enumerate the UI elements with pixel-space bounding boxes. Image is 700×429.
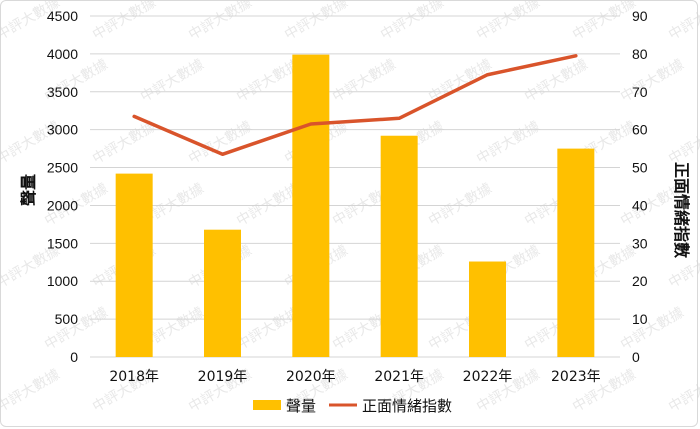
y-tick-right: 70 bbox=[632, 84, 648, 100]
watermark-text: 中評大數據 bbox=[378, 0, 447, 43]
y-tick-right: 20 bbox=[632, 273, 648, 289]
legend-label-bar: 聲量 bbox=[286, 397, 316, 415]
y-tick-right: 10 bbox=[632, 311, 648, 327]
watermark-text: 中評大數據 bbox=[570, 0, 639, 43]
watermark-text: 中評大數據 bbox=[474, 0, 543, 43]
y-tick-right: 30 bbox=[632, 235, 648, 251]
y-axis-right-ticks: 0 10 20 30 40 50 60 70 80 90 bbox=[632, 8, 648, 365]
watermark-text: 中評大數據 bbox=[618, 305, 687, 354]
bar bbox=[115, 173, 153, 357]
y-axis-left-title: 聲量 bbox=[19, 174, 38, 206]
x-tick: 2019年 bbox=[198, 369, 248, 385]
legend-swatch-bar bbox=[253, 400, 281, 410]
watermark-text: 中評大數據 bbox=[138, 57, 207, 106]
x-tick: 2020年 bbox=[286, 369, 336, 385]
watermark-text: 中評大數據 bbox=[474, 119, 543, 168]
watermark-text: 中評大數據 bbox=[90, 119, 159, 168]
y-tick-right: 40 bbox=[632, 197, 648, 213]
watermark: 中評大數據 中評大數據 中評大數據 中評大數據 中評大數據 中評大數據 中評大數據 中評大數據… bbox=[0, 0, 700, 415]
y-tick-left: 3500 bbox=[47, 84, 78, 100]
y-tick-left: 4500 bbox=[47, 8, 78, 24]
x-tick: 2018年 bbox=[109, 369, 159, 385]
bar bbox=[469, 261, 506, 357]
bar bbox=[204, 229, 241, 357]
line-path bbox=[132, 54, 578, 157]
watermark-text: 中評大數據 bbox=[234, 305, 303, 354]
x-tick: 2022年 bbox=[463, 369, 513, 385]
watermark-text: 中評大數據 bbox=[618, 57, 687, 106]
y-tick-right: 0 bbox=[632, 349, 640, 365]
y-tick-left: 4000 bbox=[47, 46, 78, 62]
y-tick-left: 0 bbox=[70, 349, 78, 365]
watermark-text: 中評大數據 bbox=[282, 0, 351, 43]
watermark-text: 中評大數據 bbox=[234, 57, 303, 106]
y-tick-right: 50 bbox=[632, 160, 648, 176]
legend: 聲量 正面情緒指數 bbox=[253, 397, 452, 415]
watermark-text: 中評大數據 bbox=[186, 0, 255, 43]
x-axis-ticks: 2018年 2019年 2020年 2021年 2022年 2023年 bbox=[109, 369, 600, 385]
y-axis-right-title: 正面情緒指數 bbox=[672, 162, 691, 258]
x-tick: 2021年 bbox=[374, 369, 424, 385]
y-tick-right: 60 bbox=[632, 122, 648, 138]
watermark-text: 中評大數據 bbox=[666, 0, 700, 43]
bar bbox=[557, 148, 595, 357]
y-tick-left: 2500 bbox=[47, 160, 78, 176]
watermark-text: 中評大數據 bbox=[330, 57, 399, 106]
legend-label-line: 正面情緒指數 bbox=[362, 397, 452, 415]
gridlines bbox=[90, 15, 620, 358]
bar bbox=[292, 54, 330, 357]
y-axis-left-ticks: 0 500 1000 1500 2000 2500 3000 3500 4000 4500 bbox=[47, 8, 78, 365]
watermark-text: 中評大數據 bbox=[666, 367, 700, 416]
x-tick: 2023年 bbox=[551, 369, 601, 385]
y-tick-left: 3000 bbox=[47, 122, 78, 138]
y-tick-right: 90 bbox=[632, 8, 648, 24]
y-tick-left: 1000 bbox=[47, 273, 78, 289]
y-tick-left: 500 bbox=[55, 311, 79, 327]
y-tick-left: 2000 bbox=[47, 197, 78, 213]
bar-series bbox=[115, 54, 595, 357]
watermark-text: 中評大數據 bbox=[0, 367, 63, 416]
y-tick-right: 80 bbox=[632, 46, 648, 62]
y-tick-left: 1500 bbox=[47, 235, 78, 251]
watermark-text: 中評大數據 bbox=[90, 0, 159, 43]
watermark-text: 中評大數據 bbox=[666, 119, 700, 168]
line-series bbox=[132, 54, 578, 157]
bar bbox=[380, 135, 418, 357]
